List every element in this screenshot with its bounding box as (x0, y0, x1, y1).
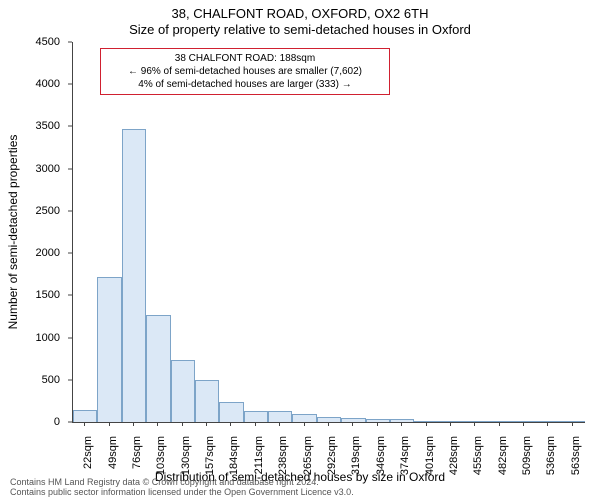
x-tick-mark (255, 422, 256, 426)
x-tick-mark (133, 422, 134, 426)
histogram-bar (97, 277, 121, 422)
x-tick-mark (109, 422, 110, 426)
x-tick-mark (401, 422, 402, 426)
histogram-bar (195, 380, 219, 422)
histogram-bar (292, 414, 316, 422)
x-tick-mark (450, 422, 451, 426)
chart-container: 38, CHALFONT ROAD, OXFORD, OX2 6TH Size … (0, 0, 600, 500)
x-tick-mark (328, 422, 329, 426)
footer-attribution: Contains HM Land Registry data © Crown c… (10, 478, 354, 498)
x-tick-mark (304, 422, 305, 426)
x-tick-mark (426, 422, 427, 426)
histogram-bar (487, 421, 511, 422)
y-tick-label: 3000 (0, 163, 60, 175)
histogram-bar (536, 421, 560, 422)
histogram-bar (122, 129, 146, 422)
y-tick-label: 4000 (0, 78, 60, 90)
annotation-line-1: 38 CHALFONT ROAD: 188sqm (107, 52, 383, 65)
annotation-box: 38 CHALFONT ROAD: 188sqm ← 96% of semi-d… (100, 48, 390, 95)
x-tick-mark (157, 422, 158, 426)
x-tick-label: 22sqm (82, 436, 94, 469)
y-tick-label: 2500 (0, 205, 60, 217)
histogram-bar (219, 402, 243, 422)
x-tick-mark (84, 422, 85, 426)
x-tick-mark (206, 422, 207, 426)
y-tick-label: 3500 (0, 120, 60, 132)
histogram-bar (268, 411, 292, 422)
histogram-bar (73, 410, 97, 422)
histogram-bar (366, 419, 390, 422)
plot-area (72, 42, 585, 423)
x-tick-label: 76sqm (131, 436, 143, 469)
x-tick-mark (352, 422, 353, 426)
histogram-bar (171, 360, 195, 422)
y-tick-label: 1500 (0, 289, 60, 301)
chart-title-line1: 38, CHALFONT ROAD, OXFORD, OX2 6TH (0, 6, 600, 21)
histogram-bar (463, 421, 487, 422)
y-tick-label: 500 (0, 374, 60, 386)
x-tick-mark (523, 422, 524, 426)
x-tick-mark (547, 422, 548, 426)
x-tick-mark (182, 422, 183, 426)
histogram-bar (561, 421, 585, 422)
x-tick-mark (230, 422, 231, 426)
y-tick-label: 4500 (0, 36, 60, 48)
histogram-bar (146, 315, 170, 422)
histogram-bar (341, 418, 365, 422)
chart-title-line2: Size of property relative to semi-detach… (0, 22, 600, 37)
annotation-line-3: 4% of semi-detached houses are larger (3… (107, 78, 383, 91)
x-tick-mark (474, 422, 475, 426)
histogram-bar (414, 421, 438, 422)
histogram-bar (439, 421, 463, 422)
annotation-line-2: ← 96% of semi-detached houses are smalle… (107, 65, 383, 78)
y-tick-label: 1000 (0, 332, 60, 344)
x-tick-mark (377, 422, 378, 426)
x-tick-mark (279, 422, 280, 426)
histogram-bar (244, 411, 268, 422)
x-tick-mark (572, 422, 573, 426)
x-tick-label: 49sqm (107, 436, 119, 469)
y-tick-label: 0 (0, 416, 60, 428)
x-tick-label: 211sqm (253, 436, 265, 474)
footer-line-2: Contains public sector information licen… (10, 488, 354, 498)
x-tick-mark (499, 422, 500, 426)
y-tick-label: 2000 (0, 247, 60, 259)
